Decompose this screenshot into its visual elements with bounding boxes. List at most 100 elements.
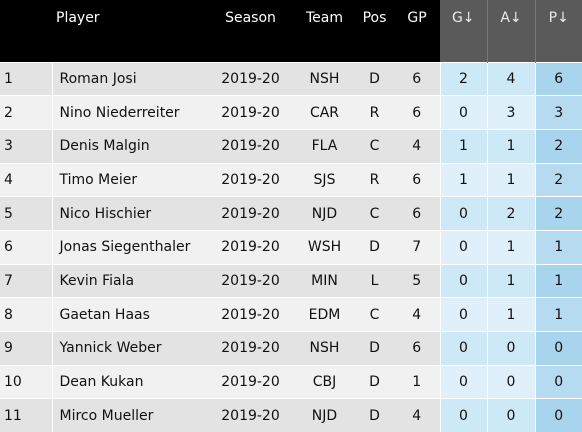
rank-cell: 2 [0, 95, 53, 130]
player-name-cell[interactable]: Jonas Siegenthaler [52, 229, 207, 265]
rank-cell: 10 [0, 364, 53, 399]
games-played-cell: 6 [394, 61, 440, 96]
table-row: 8 Gaetan Haas 2019-20 EDM C 4 0 1 1 [0, 297, 582, 332]
assists-cell: 0 [486, 364, 535, 399]
season-cell: 2019-20 [207, 196, 294, 231]
season-cell: 2019-20 [207, 331, 294, 366]
column-header-points-sort[interactable]: P↓ [534, 0, 582, 62]
goals-cell: 1 [439, 128, 487, 164]
column-header-assists-sort[interactable]: A↓ [486, 0, 535, 62]
points-cell: 3 [534, 95, 582, 130]
column-header-rank [0, 0, 52, 62]
player-name-cell[interactable]: Mirco Mueller [52, 398, 207, 432]
games-played-cell: 7 [394, 229, 440, 265]
team-cell: NJD [294, 398, 355, 432]
assists-cell: 1 [486, 128, 535, 164]
games-played-cell: 4 [394, 128, 440, 164]
rank-cell: 4 [0, 162, 53, 197]
season-cell: 2019-20 [207, 128, 294, 164]
points-cell: 6 [534, 61, 582, 96]
team-cell: NSH [294, 331, 355, 366]
goals-cell: 0 [439, 263, 487, 298]
season-cell: 2019-20 [207, 297, 294, 332]
goals-cell: 0 [439, 196, 487, 231]
column-header-goals-sort[interactable]: G↓ [440, 0, 487, 62]
assists-cell: 1 [486, 229, 535, 265]
team-cell: EDM [294, 297, 355, 332]
table-row: 9 Yannick Weber 2019-20 NSH D 6 0 0 0 [0, 331, 582, 366]
table-header-row: Player Season Team Pos GP G↓ A↓ P↓ [0, 0, 582, 62]
column-header-season[interactable]: Season [207, 0, 294, 62]
rank-cell: 11 [0, 398, 53, 432]
position-cell: D [355, 398, 394, 432]
season-cell: 2019-20 [207, 398, 294, 432]
goals-cell: 0 [439, 364, 487, 399]
points-cell: 2 [534, 128, 582, 164]
season-cell: 2019-20 [207, 61, 294, 96]
rank-cell: 8 [0, 297, 53, 332]
assists-cell: 4 [486, 61, 535, 96]
games-played-cell: 6 [394, 95, 440, 130]
table-body: 1 Roman Josi 2019-20 NSH D 6 2 4 6 2 Nin… [0, 61, 582, 432]
games-played-cell: 4 [394, 398, 440, 432]
table-row: 7 Kevin Fiala 2019-20 MIN L 5 0 1 1 [0, 263, 582, 298]
position-cell: D [355, 364, 394, 399]
points-cell: 1 [534, 297, 582, 332]
position-cell: C [355, 128, 394, 164]
season-cell: 2019-20 [207, 162, 294, 197]
player-name-cell[interactable]: Yannick Weber [52, 331, 207, 366]
goals-cell: 0 [439, 95, 487, 130]
points-cell: 0 [534, 398, 582, 432]
team-cell: FLA [294, 128, 355, 164]
points-cell: 2 [534, 196, 582, 231]
season-cell: 2019-20 [207, 364, 294, 399]
player-name-cell[interactable]: Roman Josi [52, 61, 207, 96]
goals-cell: 0 [439, 229, 487, 265]
assists-cell: 1 [486, 162, 535, 197]
team-cell: WSH [294, 229, 355, 265]
player-name-cell[interactable]: Dean Kukan [52, 364, 207, 399]
assists-cell: 1 [486, 297, 535, 332]
player-name-cell[interactable]: Nico Hischier [52, 196, 207, 231]
goals-cell: 0 [439, 331, 487, 366]
position-cell: D [355, 229, 394, 265]
games-played-cell: 6 [394, 196, 440, 231]
player-name-cell[interactable]: Kevin Fiala [52, 263, 207, 298]
assists-cell: 1 [486, 263, 535, 298]
games-played-cell: 1 [394, 364, 440, 399]
games-played-cell: 4 [394, 297, 440, 332]
goals-cell: 2 [439, 61, 487, 96]
season-cell: 2019-20 [207, 263, 294, 298]
points-cell: 2 [534, 162, 582, 197]
player-name-cell[interactable]: Denis Malgin [52, 128, 207, 164]
rank-cell: 6 [0, 229, 53, 265]
season-cell: 2019-20 [207, 229, 294, 265]
player-name-cell[interactable]: Gaetan Haas [52, 297, 207, 332]
team-cell: MIN [294, 263, 355, 298]
player-name-cell[interactable]: Nino Niederreiter [52, 95, 207, 130]
column-header-pos[interactable]: Pos [355, 0, 394, 62]
points-cell: 0 [534, 364, 582, 399]
goals-cell: 0 [439, 398, 487, 432]
player-name-cell[interactable]: Timo Meier [52, 162, 207, 197]
team-cell: SJS [294, 162, 355, 197]
position-cell: R [355, 95, 394, 130]
assists-cell: 0 [486, 398, 535, 432]
table-row: 6 Jonas Siegenthaler 2019-20 WSH D 7 0 1… [0, 229, 582, 265]
column-header-player[interactable]: Player [52, 0, 207, 62]
column-header-gp[interactable]: GP [394, 0, 440, 62]
table-row: 2 Nino Niederreiter 2019-20 CAR R 6 0 3 … [0, 95, 582, 130]
table-row: 4 Timo Meier 2019-20 SJS R 6 1 1 2 [0, 162, 582, 197]
table-row: 5 Nico Hischier 2019-20 NJD C 6 0 2 2 [0, 196, 582, 231]
rank-cell: 5 [0, 196, 53, 231]
rank-cell: 3 [0, 128, 53, 164]
goals-cell: 1 [439, 162, 487, 197]
points-cell: 1 [534, 229, 582, 265]
season-cell: 2019-20 [207, 95, 294, 130]
games-played-cell: 6 [394, 162, 440, 197]
team-cell: NJD [294, 196, 355, 231]
assists-cell: 2 [486, 196, 535, 231]
rank-cell: 9 [0, 331, 53, 366]
column-header-team[interactable]: Team [294, 0, 355, 62]
games-played-cell: 5 [394, 263, 440, 298]
